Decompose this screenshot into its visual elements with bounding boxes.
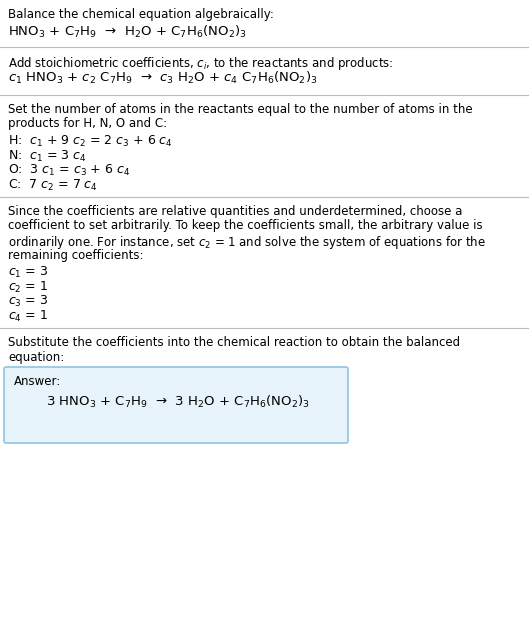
Text: Balance the chemical equation algebraically:: Balance the chemical equation algebraica… <box>8 8 274 21</box>
Text: ordinarily one. For instance, set $c_2$ = 1 and solve the system of equations fo: ordinarily one. For instance, set $c_2$ … <box>8 234 486 251</box>
Text: HNO$_3$ + C$_7$H$_9$  →  H$_2$O + C$_7$H$_6$(NO$_2$)$_3$: HNO$_3$ + C$_7$H$_9$ → H$_2$O + C$_7$H$_… <box>8 23 247 40</box>
Text: equation:: equation: <box>8 350 64 364</box>
Text: $c_2$ = 1: $c_2$ = 1 <box>8 280 48 295</box>
Text: O:  3 $c_1$ = $c_3$ + 6 $c_4$: O: 3 $c_1$ = $c_3$ + 6 $c_4$ <box>8 163 130 178</box>
Text: $c_1$ HNO$_3$ + $c_2$ C$_7$H$_9$  →  $c_3$ H$_2$O + $c_4$ C$_7$H$_6$(NO$_2$)$_3$: $c_1$ HNO$_3$ + $c_2$ C$_7$H$_9$ → $c_3$… <box>8 70 317 86</box>
Text: H:  $c_1$ + 9 $c_2$ = 2 $c_3$ + 6 $c_4$: H: $c_1$ + 9 $c_2$ = 2 $c_3$ + 6 $c_4$ <box>8 134 173 149</box>
Text: $c_1$ = 3: $c_1$ = 3 <box>8 265 48 280</box>
Text: 3 HNO$_3$ + C$_7$H$_9$  →  3 H$_2$O + C$_7$H$_6$(NO$_2$)$_3$: 3 HNO$_3$ + C$_7$H$_9$ → 3 H$_2$O + C$_7… <box>46 394 310 409</box>
Text: Substitute the coefficients into the chemical reaction to obtain the balanced: Substitute the coefficients into the che… <box>8 336 460 349</box>
Text: Set the number of atoms in the reactants equal to the number of atoms in the: Set the number of atoms in the reactants… <box>8 103 472 116</box>
Text: remaining coefficients:: remaining coefficients: <box>8 248 143 261</box>
Text: products for H, N, O and C:: products for H, N, O and C: <box>8 117 167 130</box>
Text: Since the coefficients are relative quantities and underdetermined, choose a: Since the coefficients are relative quan… <box>8 205 462 218</box>
Text: Add stoichiometric coefficients, $c_i$, to the reactants and products:: Add stoichiometric coefficients, $c_i$, … <box>8 55 394 71</box>
FancyBboxPatch shape <box>4 367 348 443</box>
Text: coefficient to set arbitrarily. To keep the coefficients small, the arbitrary va: coefficient to set arbitrarily. To keep … <box>8 219 482 233</box>
Text: $c_4$ = 1: $c_4$ = 1 <box>8 308 48 324</box>
Text: $c_3$ = 3: $c_3$ = 3 <box>8 294 48 309</box>
Text: Answer:: Answer: <box>14 375 61 388</box>
Text: C:  7 $c_2$ = 7 $c_4$: C: 7 $c_2$ = 7 $c_4$ <box>8 177 98 192</box>
Text: N:  $c_1$ = 3 $c_4$: N: $c_1$ = 3 $c_4$ <box>8 149 87 164</box>
